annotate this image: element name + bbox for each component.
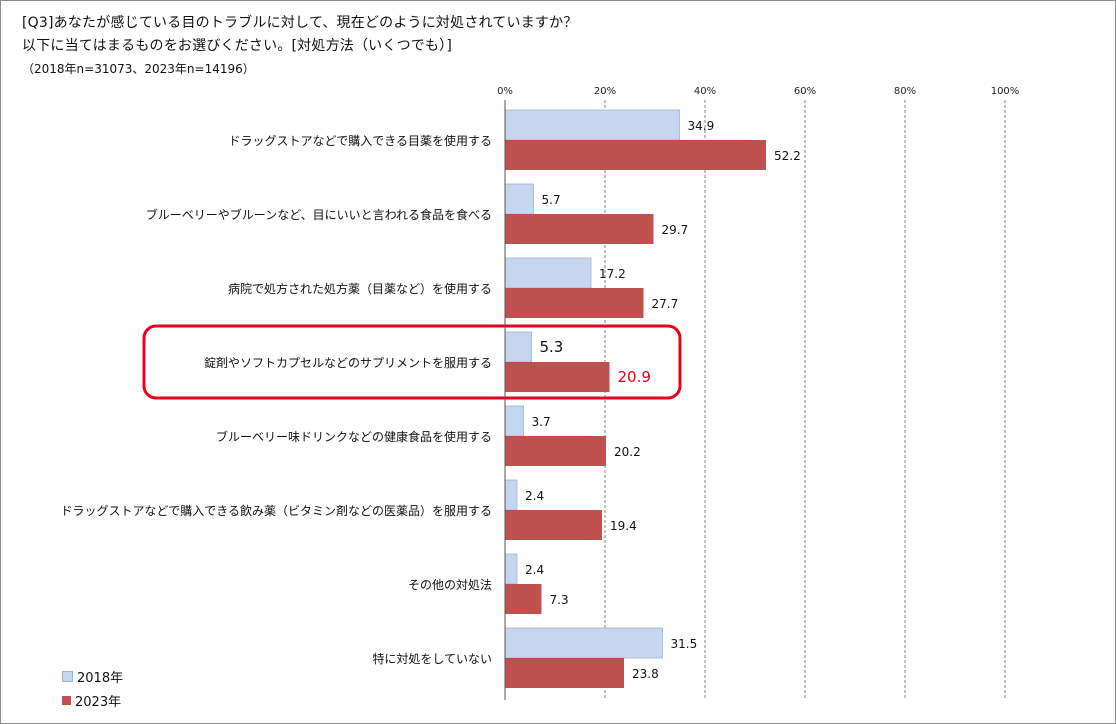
bar-2023 — [505, 584, 542, 614]
data-label-2023: 29.7 — [662, 223, 689, 237]
category-label: ドラッグストアなどで購入できる目薬を使用する — [228, 133, 492, 148]
bar-2018 — [504, 257, 592, 289]
x-tick-label: 0% — [497, 86, 513, 97]
data-label-2023: 20.2 — [614, 445, 641, 459]
category-label: 錠剤やソフトカプセルなどのサプリメントを服用する — [204, 355, 492, 370]
bar-2018 — [504, 553, 518, 585]
legend-swatch-2023 — [62, 696, 71, 705]
bar-2018 — [504, 331, 532, 363]
legend-swatch-2018 — [62, 671, 73, 682]
chart-title: [Q3]あなたが感じている目のトラブルに対して、現在どのように対処されていますか… — [22, 15, 578, 31]
highlight-box — [142, 324, 682, 400]
chart-subtitle: 以下に当てはまるものをお選びください。[対処方法（いくつでも）] — [22, 38, 453, 54]
bar-2018 — [504, 627, 663, 659]
data-label-2018: 5.3 — [540, 338, 564, 356]
bar-2023 — [505, 436, 606, 466]
category-label: ドラッグストアなどで購入できる飲み薬（ビタミン剤などの医薬品）を服用する — [60, 503, 492, 518]
data-label-2018: 31.5 — [671, 637, 698, 651]
bar-2023 — [505, 140, 766, 170]
legend-item-2023: 2023年 — [62, 691, 121, 710]
data-label-2018: 5.7 — [542, 193, 561, 207]
category-label: その他の対処法 — [408, 578, 492, 592]
bar-2023 — [505, 288, 644, 318]
x-tick-label: 100% — [991, 86, 1020, 97]
data-label-2018: 34.9 — [688, 119, 715, 133]
data-label-2018: 17.2 — [599, 267, 626, 281]
sample-size-note: （2018年n=31073、2023年n=14196） — [22, 62, 255, 76]
data-label-2023: 20.9 — [618, 368, 651, 386]
data-label-2018: 2.4 — [525, 489, 544, 503]
legend-label-2018: 2018年 — [77, 671, 124, 686]
bar-2018 — [504, 183, 534, 215]
data-label-2023: 19.4 — [610, 519, 637, 533]
data-label-2023: 27.7 — [652, 297, 679, 311]
data-label-2023: 23.8 — [632, 667, 659, 681]
bar-2023 — [505, 362, 610, 392]
bar-2018 — [504, 405, 524, 437]
bar-2023 — [505, 510, 602, 540]
bar-2023 — [505, 658, 624, 688]
category-label: ブルーベリー味ドリンクなどの健康食品を使用する — [216, 429, 492, 444]
category-label: 特に対処をしていない — [372, 651, 492, 666]
x-tick-label: 80% — [894, 86, 916, 97]
data-label-2023: 7.3 — [550, 593, 569, 607]
category-label: 病院で処方された処方薬（目薬など）を使用する — [228, 281, 492, 296]
data-label-2023: 52.2 — [774, 149, 801, 163]
data-label-2018: 3.7 — [532, 415, 551, 429]
bar-2018 — [504, 109, 680, 141]
bar-2023 — [505, 214, 654, 244]
data-label-2018: 2.4 — [525, 563, 544, 577]
category-label: ブルーベリーやブルーンなど、目にいいと言われる食品を食べる — [146, 207, 492, 222]
legend-label-2023: 2023年 — [75, 695, 122, 710]
bar-2018 — [504, 479, 518, 511]
x-tick-label: 60% — [794, 86, 816, 97]
x-tick-label: 20% — [594, 86, 616, 97]
x-tick-label: 40% — [694, 86, 716, 97]
legend-item-2018: 2018年 — [62, 667, 123, 686]
